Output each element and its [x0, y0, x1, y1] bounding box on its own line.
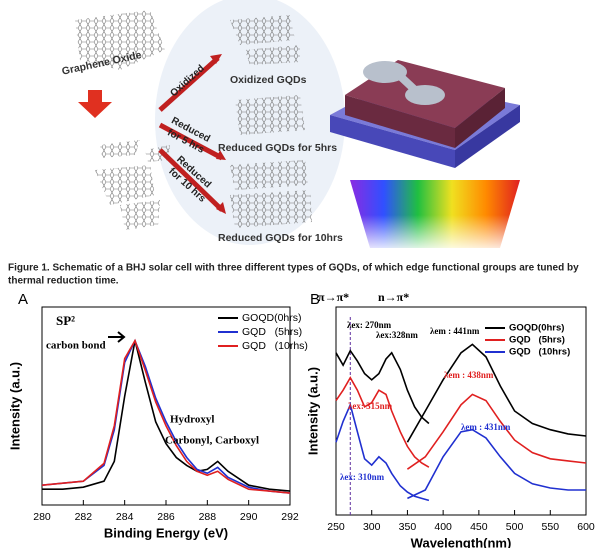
schematic-label: Oxidized GQDs: [230, 74, 307, 86]
series-line: [406, 343, 587, 443]
schematic-label: Reduced GQDs for 5hrs: [218, 142, 337, 154]
annotation: SP²: [56, 313, 75, 328]
annotation: λem : 441nm: [430, 326, 480, 336]
annotation: λex: 270nm: [347, 320, 392, 330]
x-tick-label: 280: [33, 511, 51, 523]
series-line: [41, 338, 291, 494]
caption: thermal reduction time.: [8, 276, 119, 287]
y-axis-label: Intensity (a.u.): [7, 362, 22, 450]
x-tick-label: 284: [116, 511, 134, 523]
legend-label: GQD (5hrs): [509, 335, 565, 346]
caption: Figure 1. Schematic of a BHJ solar cell …: [8, 263, 579, 274]
arrow: [108, 331, 126, 343]
legend-label: GOQD(0hrs): [242, 312, 302, 324]
panel-label: A: [18, 291, 28, 308]
x-tick-label: 300: [363, 521, 381, 533]
x-tick-label: 292: [281, 511, 299, 523]
series-line: [335, 376, 430, 468]
annotation: λem : 431nm: [461, 422, 511, 432]
x-tick-label: 290: [240, 511, 258, 523]
annotation: λem : 438nm: [444, 370, 494, 380]
annotation: π→π*: [318, 290, 349, 304]
series-line: [406, 393, 587, 470]
x-tick-label: 550: [542, 521, 560, 533]
x-tick-label: 600: [577, 521, 595, 533]
x-tick-label: 400: [434, 521, 452, 533]
legend-label: GQD (5hrs): [242, 326, 302, 338]
x-tick-label: 250: [327, 521, 345, 533]
annotation: λex: 310nm: [340, 472, 385, 482]
x-tick-label: 286: [157, 511, 175, 523]
x-axis-label: Binding Energy (eV): [104, 525, 228, 540]
legend-label: GOQD(0hrs): [509, 323, 564, 334]
legend-label: GQD (10hrs): [509, 347, 570, 358]
x-tick-label: 282: [75, 511, 93, 523]
annotation: λex: 315nm: [348, 401, 393, 411]
annotation: Carbonyl, Carboxyl: [165, 435, 259, 447]
series-line: [42, 340, 291, 492]
annotation: carbon bond: [46, 340, 106, 352]
series-line: [335, 402, 430, 502]
x-tick-label: 350: [399, 521, 417, 533]
series-line: [335, 349, 430, 425]
x-tick-label: 288: [199, 511, 217, 523]
annotation: Hydroxyl: [170, 414, 214, 426]
series-line: [41, 338, 291, 494]
x-axis-label: Wavelength(nm): [411, 535, 512, 548]
series-line: [407, 428, 586, 500]
x-tick-label: 450: [470, 521, 488, 533]
x-tick-label: 500: [506, 521, 524, 533]
annotation: λex:328nm: [376, 330, 418, 340]
legend-label: GQD (10rhs): [242, 340, 308, 352]
annotation: n→π*: [378, 290, 409, 304]
schematic-label: Reduced GQDs for 10hrs: [218, 232, 343, 244]
schematic: [75, 0, 520, 250]
y-axis-label: Intensity (a.u.): [305, 367, 320, 455]
plot-frame: [335, 306, 587, 516]
panel-label: B: [310, 291, 320, 308]
